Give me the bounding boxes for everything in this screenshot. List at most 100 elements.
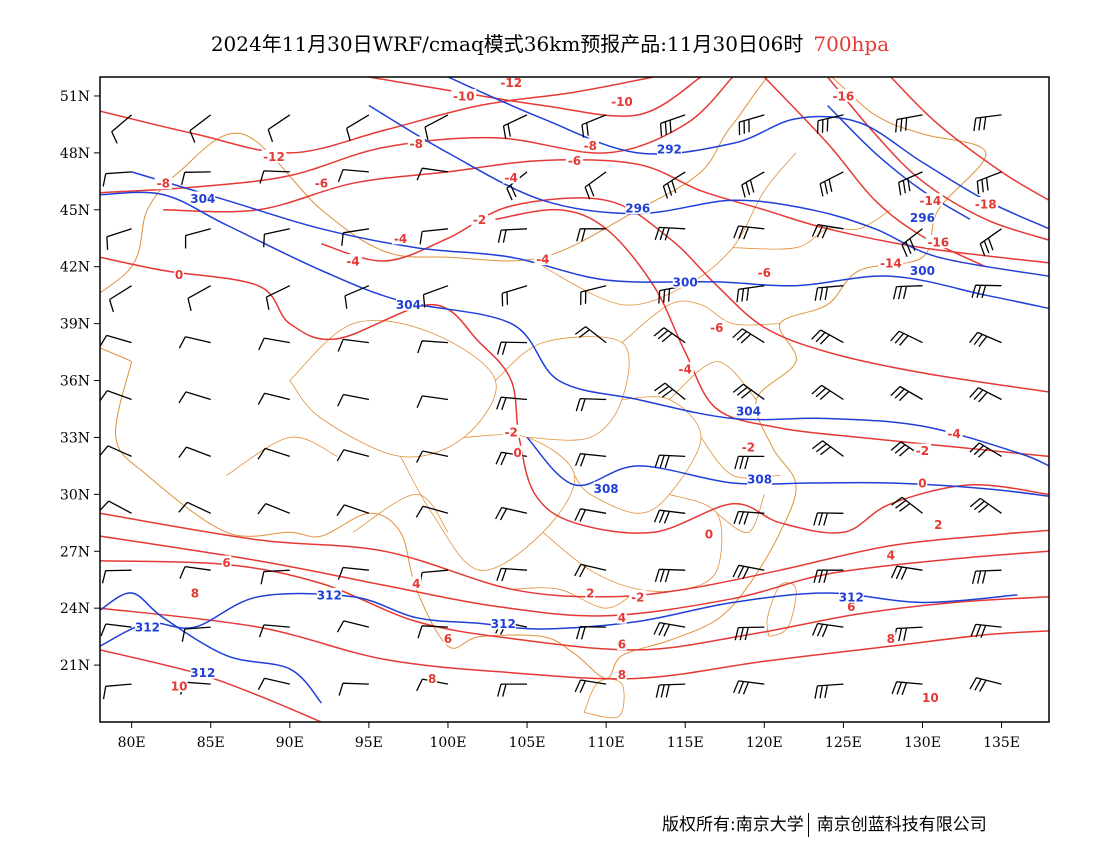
contour-label: 296 [910, 211, 935, 225]
lon-tick-label: 100E [429, 735, 466, 751]
wind-barb [257, 677, 290, 691]
lat-tick-label: 21N [60, 658, 90, 674]
wind-barb [969, 331, 1002, 347]
copyright-text: 版权所有:南京大学 [662, 815, 804, 835]
contour-label-bg [926, 62, 951, 75]
wind-barb [416, 450, 449, 463]
wind-barb [816, 114, 844, 134]
temperature-contour [100, 560, 1049, 651]
wind-barb [417, 625, 449, 639]
company-text: 南京创蓝科技有限公司 [816, 815, 987, 835]
wind-barb [178, 336, 211, 349]
contour-label: -12 [500, 76, 522, 90]
wind-barb [811, 440, 844, 457]
wind-barb [970, 623, 1002, 638]
wind-barb [257, 447, 291, 460]
wind-barb [497, 683, 527, 697]
lat-tick-label: 48N [60, 146, 90, 162]
contour-label: 312 [135, 621, 160, 635]
contour-label-bg [190, 665, 216, 679]
contour-label-bg [973, 197, 999, 211]
province-boundary [716, 494, 765, 533]
contour-label-bg [498, 77, 524, 89]
temperature-contour [100, 607, 1049, 680]
wind-barb [654, 382, 686, 401]
contour-label: 300 [910, 264, 935, 278]
wind-barb [416, 395, 449, 409]
temperature-contour [100, 512, 1049, 598]
contour-label-bg [886, 548, 896, 562]
lon-tick-label: 125E [825, 735, 862, 751]
contour-label-bg [676, 362, 694, 376]
temperature-contour [163, 159, 1049, 264]
wind-barb [574, 563, 607, 578]
province-boundary [289, 319, 497, 458]
wind-barb [891, 496, 923, 514]
contour-label-bg [910, 210, 935, 224]
contour-label-bg [391, 231, 410, 245]
contour-label: 300 [673, 275, 698, 289]
title-text: 2024年11月30日WRF/cmaq模式36km预报产品:11月30日06时 [210, 32, 804, 56]
wind-barb [736, 285, 765, 303]
lon-tick-label: 115E [667, 735, 704, 751]
wind-barb [179, 565, 211, 579]
wind-barb [890, 385, 923, 402]
contour-label-bg [593, 481, 619, 495]
wind-barb [895, 114, 923, 133]
province-boundary [621, 300, 781, 343]
wind-barb [338, 682, 369, 696]
wind-barb [178, 446, 211, 458]
contour-label: 8 [428, 672, 436, 686]
contour-label-bg [609, 94, 635, 108]
wind-barb [893, 626, 923, 642]
wind-barb [259, 170, 290, 184]
height-contour [131, 171, 1049, 310]
contour-label: 0 [513, 446, 521, 460]
map-title: 2024年11月30日WRF/cmaq模式36km预报产品:11月30日06时 7… [0, 28, 1100, 57]
wind-barb [655, 683, 686, 698]
wind-barb [336, 449, 370, 462]
wind-barb [814, 683, 844, 699]
contour-label: 304 [736, 404, 761, 418]
temperature-contours [100, 77, 1049, 722]
wind-barb [575, 626, 607, 640]
contour-label-bg [913, 443, 932, 457]
contour-label: -4 [346, 255, 359, 269]
wind-barb [260, 569, 290, 585]
footer-separator [807, 813, 809, 837]
wind-barb [178, 501, 211, 514]
wind-barb [102, 171, 132, 187]
wind-barb [581, 114, 607, 138]
wind-barb [336, 620, 370, 633]
lat-tick-label: 39N [60, 317, 90, 333]
contour-label-bg [921, 690, 939, 704]
contour-label-bg [917, 475, 928, 489]
lat-tick-label: 24N [60, 601, 90, 617]
contour-label-bg [708, 320, 726, 334]
wind-barb [580, 285, 607, 306]
wind-barb [979, 228, 1002, 257]
contour-label: -2 [505, 425, 518, 439]
wind-barb [969, 387, 1002, 403]
contour-label: -2 [916, 444, 929, 458]
contour-label: -10 [453, 89, 475, 103]
wind-barb [890, 441, 923, 457]
contour-label: 304 [190, 192, 215, 206]
wind-barb [419, 228, 449, 245]
wind-barb [654, 454, 686, 469]
temperature-contour [495, 208, 1049, 458]
lon-tick-label: 95E [355, 735, 383, 751]
contour-label: -10 [611, 95, 633, 109]
temperature-contour [827, 77, 1049, 241]
contour-label: 6 [847, 600, 855, 614]
contour-label: -2 [473, 213, 486, 227]
country-boundaries [100, 77, 987, 719]
contour-label-bg [617, 637, 627, 651]
wind-barb [344, 285, 370, 309]
contour-label-bg [704, 527, 714, 541]
wind-barb [336, 504, 370, 516]
wind-barb [263, 228, 290, 248]
wind-barb [341, 228, 369, 246]
wind-barb [733, 225, 765, 240]
